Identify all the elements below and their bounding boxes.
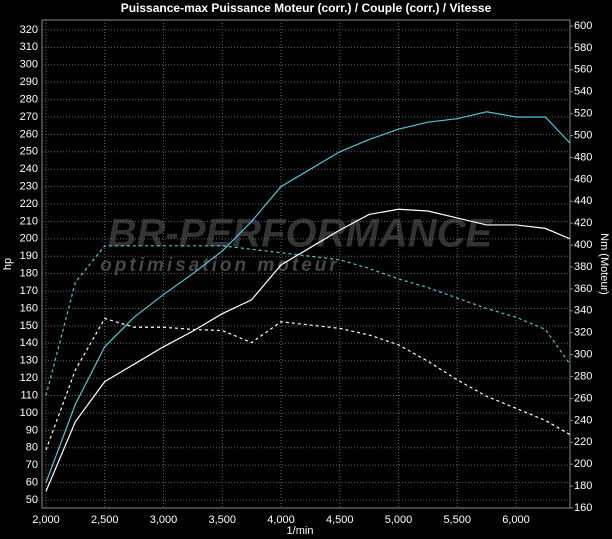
y2-tick-label: 200 bbox=[574, 458, 592, 470]
y-tick-label: 320 bbox=[20, 24, 38, 36]
x-tick-label: 4,500 bbox=[326, 514, 354, 526]
x-tick-label: 3,000 bbox=[150, 514, 178, 526]
y2-tick-label: 540 bbox=[574, 86, 592, 98]
x-tick-label: 3,500 bbox=[208, 514, 236, 526]
y-tick-label: 90 bbox=[26, 424, 38, 436]
y2-tick-label: 460 bbox=[574, 173, 592, 185]
y-tick-label: 290 bbox=[20, 76, 38, 88]
y-tick-label: 260 bbox=[20, 128, 38, 140]
y-tick-label: 170 bbox=[20, 285, 38, 297]
y-tick-label: 150 bbox=[20, 320, 38, 332]
y2-tick-label: 300 bbox=[574, 349, 592, 361]
y-tick-label: 270 bbox=[20, 111, 38, 123]
watermark-sub: optimisation moteur bbox=[100, 255, 340, 276]
y2-tick-label: 400 bbox=[574, 239, 592, 251]
series-line bbox=[45, 208, 570, 492]
y-tick-label: 250 bbox=[20, 146, 38, 158]
y-tick-label: 160 bbox=[20, 302, 38, 314]
x-tick-label: 6,000 bbox=[502, 514, 530, 526]
y2-tick-label: 180 bbox=[574, 480, 592, 492]
x-tick-label: 2,000 bbox=[32, 514, 60, 526]
y2-axis-label: Nm (Moteur) bbox=[598, 233, 610, 295]
y-tick-label: 110 bbox=[20, 389, 38, 401]
y2-tick-label: 580 bbox=[574, 42, 592, 54]
x-tick-label: 5,500 bbox=[443, 514, 471, 526]
y-tick-label: 100 bbox=[20, 407, 38, 419]
y-tick-label: 70 bbox=[26, 459, 38, 471]
y-tick-label: 300 bbox=[20, 59, 38, 71]
y2-tick-label: 420 bbox=[574, 217, 592, 229]
y-tick-label: 190 bbox=[20, 250, 38, 262]
plot-frame bbox=[41, 19, 571, 509]
y2-tick-label: 260 bbox=[574, 392, 592, 404]
y-tick-label: 140 bbox=[20, 337, 38, 349]
y2-tick-label: 480 bbox=[574, 151, 592, 163]
x-tick-label: 4,000 bbox=[267, 514, 295, 526]
x-tick-label: 2,500 bbox=[91, 514, 119, 526]
x-axis-label: 1/min bbox=[287, 525, 314, 537]
y2-tick-label: 220 bbox=[574, 436, 592, 448]
y-tick-label: 220 bbox=[20, 198, 38, 210]
y2-tick-label: 340 bbox=[574, 305, 592, 317]
y2-tick-label: 360 bbox=[574, 283, 592, 295]
y-tick-label: 130 bbox=[20, 355, 38, 367]
series-line bbox=[45, 111, 570, 483]
y2-tick-label: 240 bbox=[574, 414, 592, 426]
series-line bbox=[45, 245, 570, 396]
y-tick-label: 310 bbox=[20, 41, 38, 53]
y-tick-label: 180 bbox=[20, 268, 38, 280]
y2-tick-label: 320 bbox=[574, 327, 592, 339]
watermark: BR-PERFORMANCE bbox=[108, 212, 494, 256]
y2-tick-label: 380 bbox=[574, 261, 592, 273]
y-tick-label: 50 bbox=[26, 494, 38, 506]
y-tick-label: 210 bbox=[20, 215, 38, 227]
y2-tick-label: 600 bbox=[574, 20, 592, 32]
y2-tick-label: 440 bbox=[574, 195, 592, 207]
x-tick-label: 5,000 bbox=[385, 514, 413, 526]
y-axis-label: hp bbox=[2, 258, 14, 270]
y-tick-label: 280 bbox=[20, 93, 38, 105]
y-tick-label: 120 bbox=[20, 372, 38, 384]
y-tick-label: 200 bbox=[20, 233, 38, 245]
y2-tick-label: 500 bbox=[574, 129, 592, 141]
series-line bbox=[45, 317, 570, 451]
y-tick-label: 230 bbox=[20, 181, 38, 193]
y2-tick-label: 560 bbox=[574, 64, 592, 76]
y-tick-label: 80 bbox=[26, 442, 38, 454]
y-tick-label: 60 bbox=[26, 476, 38, 488]
y2-tick-label: 160 bbox=[574, 502, 592, 514]
y2-tick-label: 280 bbox=[574, 370, 592, 382]
y-tick-label: 240 bbox=[20, 163, 38, 175]
chart-title: Puissance-max Puissance Moteur (corr.) /… bbox=[121, 1, 492, 15]
y2-tick-label: 520 bbox=[574, 108, 592, 120]
